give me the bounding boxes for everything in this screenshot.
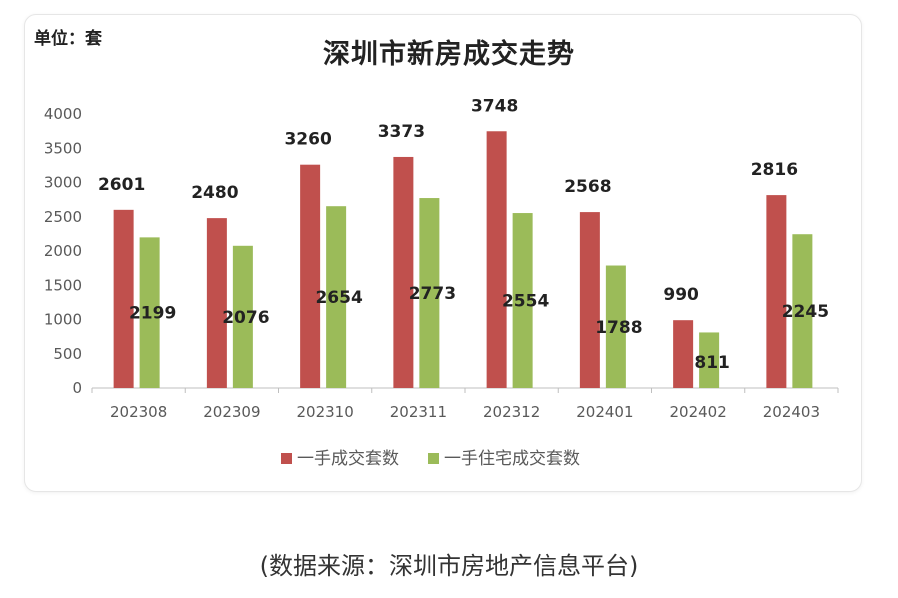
- data-label-series1: 990: [663, 285, 699, 305]
- data-label-series1: 3748: [471, 96, 518, 116]
- x-tick-label: 202309: [203, 403, 260, 421]
- data-label-series2: 2076: [222, 308, 269, 328]
- data-label-series2: 1788: [595, 318, 642, 338]
- bar-series2: [232, 245, 253, 388]
- data-label-series1: 2568: [564, 177, 611, 197]
- data-label-series2: 2554: [502, 292, 549, 312]
- x-tick-label: 202308: [110, 403, 167, 421]
- x-tick-label: 202311: [390, 403, 447, 421]
- unit-label: 单位：套: [34, 29, 102, 49]
- data-label-series2: 2199: [129, 304, 176, 324]
- chart-title: 深圳市新房成交走势: [323, 39, 575, 70]
- bar-series1: [486, 131, 507, 388]
- bar-series1: [393, 156, 414, 388]
- data-label-series2: 2773: [409, 284, 456, 304]
- data-label-series1: 2480: [191, 183, 238, 203]
- bar-series2: [512, 213, 533, 388]
- bar-series1: [673, 320, 694, 388]
- chart-card: [24, 14, 862, 492]
- y-tick-label: 0: [72, 379, 82, 397]
- y-tick-label: 1000: [44, 311, 82, 329]
- bar-series2: [605, 265, 626, 388]
- legend-swatch-series2: [428, 453, 439, 464]
- legend-swatch-series1: [281, 453, 292, 464]
- data-label-series2: 2245: [782, 302, 829, 322]
- bar-series2: [792, 234, 813, 388]
- data-label-series1: 3373: [378, 122, 425, 142]
- data-label-series1: 3260: [284, 130, 331, 150]
- bar-series1: [300, 164, 321, 388]
- bar-series1: [206, 218, 227, 388]
- y-tick-label: 2000: [44, 242, 82, 260]
- bar-series1: [579, 212, 600, 388]
- y-tick-label: 1500: [44, 276, 82, 294]
- y-tick-label: 2500: [44, 208, 82, 226]
- x-tick-label: 202401: [576, 403, 633, 421]
- bar-series2: [326, 206, 347, 388]
- x-tick-label: 202310: [296, 403, 353, 421]
- bar-series2: [419, 198, 440, 388]
- bar-series2: [139, 237, 160, 388]
- y-tick-label: 500: [53, 345, 82, 363]
- x-tick-label: 202312: [483, 403, 540, 421]
- bar-series1: [113, 209, 134, 388]
- y-tick-label: 3000: [44, 174, 82, 192]
- y-tick-label: 4000: [44, 105, 82, 123]
- data-label-series1: 2601: [98, 175, 145, 195]
- data-label-series1: 2816: [751, 160, 798, 180]
- y-tick-label: 3500: [44, 139, 82, 157]
- x-tick-label: 202402: [669, 403, 726, 421]
- x-tick-label: 202403: [763, 403, 820, 421]
- source-note: (数据来源：深圳市房地产信息平台): [259, 552, 639, 580]
- bar-series1: [766, 195, 787, 388]
- data-label-series2: 811: [694, 353, 730, 373]
- bar-series2: [699, 332, 720, 388]
- legend-label-series1: 一手成交套数: [297, 449, 399, 469]
- legend-label-series2: 一手住宅成交套数: [444, 449, 580, 469]
- data-label-series2: 2654: [315, 288, 362, 308]
